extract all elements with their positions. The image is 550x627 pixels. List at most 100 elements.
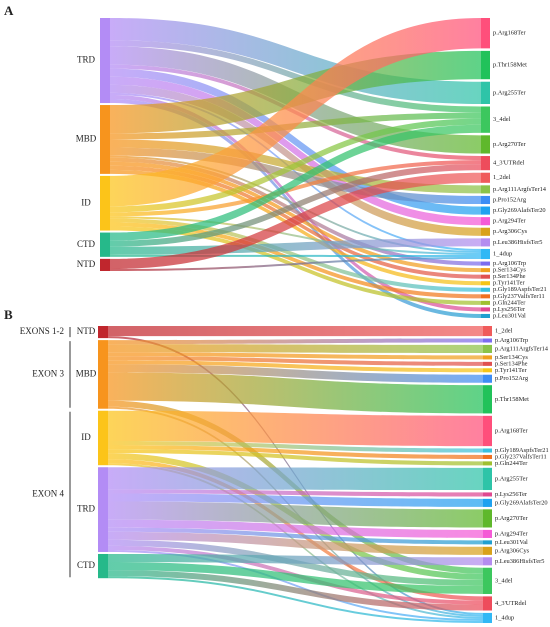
target-label: p.Leu301Val xyxy=(495,539,528,546)
target-label: 1_4dup xyxy=(495,614,514,621)
target-label: p.Leu301Val xyxy=(493,312,526,319)
flow xyxy=(108,549,483,621)
target-node xyxy=(481,156,490,171)
flow xyxy=(110,222,481,299)
target-label: 3_4del xyxy=(493,116,511,123)
target-node xyxy=(481,185,490,194)
flow xyxy=(108,501,483,528)
target-node xyxy=(483,557,492,566)
target-label: p.Gly237ValfsTer11 xyxy=(493,293,545,300)
target-node xyxy=(483,355,492,360)
source-node xyxy=(100,105,110,174)
flow xyxy=(110,76,481,226)
target-node xyxy=(481,287,490,292)
flow xyxy=(110,160,481,217)
flow xyxy=(110,172,481,269)
target-label: p.Arg306Cys xyxy=(495,547,530,554)
target-node xyxy=(483,368,492,373)
source-label: CTD xyxy=(77,560,96,570)
source-node xyxy=(98,553,108,579)
source-node xyxy=(100,258,110,271)
flow xyxy=(108,467,483,491)
target-label: p.Gly189AspfsTer21 xyxy=(493,286,547,293)
target-node xyxy=(481,195,490,205)
target-label: p.Pro152Arg xyxy=(495,375,529,382)
source-node xyxy=(98,340,108,409)
target-node xyxy=(483,596,492,611)
source-label: ID xyxy=(81,432,91,442)
target-label: p.Arg294Ter xyxy=(493,218,526,225)
target-node xyxy=(483,454,492,459)
flow xyxy=(108,356,483,366)
target-node xyxy=(481,206,490,215)
flow xyxy=(108,364,483,383)
source-node xyxy=(100,175,110,231)
target-label: 3_4del xyxy=(495,577,513,584)
source-label: TRD xyxy=(77,55,96,65)
target-label: p.Ser134Cys xyxy=(493,267,526,274)
flow xyxy=(108,531,483,555)
flow xyxy=(110,84,481,236)
target-node xyxy=(481,238,490,247)
target-node xyxy=(483,612,492,623)
source-node xyxy=(98,326,108,339)
target-label: p.Arg106Trp xyxy=(493,260,526,267)
target-node xyxy=(483,529,492,538)
flow xyxy=(108,449,483,466)
flow xyxy=(110,98,481,319)
target-label: p.Lys256Ter xyxy=(495,491,528,498)
source-label: MBD xyxy=(76,368,97,378)
target-label: p.Ser134Cys xyxy=(495,354,528,361)
target-label: p.Ser134Phe xyxy=(493,273,526,280)
target-label: p.Pro152Arg xyxy=(493,196,527,203)
target-label: p.Arg111ArgfsTer14 xyxy=(493,186,547,193)
target-node xyxy=(481,217,490,226)
flow xyxy=(110,147,481,205)
target-label: p.Arg306Cys xyxy=(493,228,528,235)
target-node xyxy=(483,461,492,466)
target-label: p.Gly269AlafsTer20 xyxy=(493,207,546,214)
target-node xyxy=(481,50,490,80)
flow xyxy=(110,40,481,113)
target-node xyxy=(483,498,492,507)
target-node xyxy=(481,135,490,154)
target-label: p.Thr158Met xyxy=(493,62,527,69)
target-label: p.Gln244Ter xyxy=(493,299,526,306)
target-node xyxy=(481,281,490,286)
target-label: p.Arg270Ter xyxy=(493,141,526,148)
target-label: p.Arg111ArgfsTer14 xyxy=(495,345,549,352)
target-node xyxy=(481,18,490,49)
target-node xyxy=(481,261,490,266)
target-label: 4_3'UTRdel xyxy=(493,160,525,167)
target-node xyxy=(481,307,490,312)
source-label: NTD xyxy=(77,326,96,336)
source-node xyxy=(98,410,108,466)
target-label: p.Ser134Phe xyxy=(495,360,528,367)
flow xyxy=(108,553,483,566)
target-node xyxy=(483,415,492,447)
target-label: p.Arg255Ter xyxy=(495,475,528,482)
flow xyxy=(110,68,481,215)
target-label: p.Thr158Met xyxy=(495,396,529,403)
target-label: p.Gly189AspfsTer21 xyxy=(495,447,549,454)
panel-label: A xyxy=(4,3,14,18)
target-label: p.Gly269AlafsTer20 xyxy=(495,499,548,506)
target-label: 1_2del xyxy=(495,328,513,335)
group-label: EXON 3 xyxy=(32,368,64,378)
target-node xyxy=(483,540,492,545)
group-label: EXON 4 xyxy=(32,489,64,499)
target-node xyxy=(483,385,492,414)
target-node xyxy=(483,361,492,366)
flow xyxy=(110,226,481,305)
target-label: p.Tyr141Ter xyxy=(495,367,527,374)
flow xyxy=(110,169,481,286)
flow xyxy=(110,216,481,256)
flow xyxy=(108,338,483,345)
flow xyxy=(108,527,483,545)
flow xyxy=(108,570,483,611)
target-label: p.Gly237ValfsTer11 xyxy=(495,453,547,460)
flow xyxy=(108,489,483,497)
target-label: p.Lys256Ter xyxy=(493,306,526,313)
